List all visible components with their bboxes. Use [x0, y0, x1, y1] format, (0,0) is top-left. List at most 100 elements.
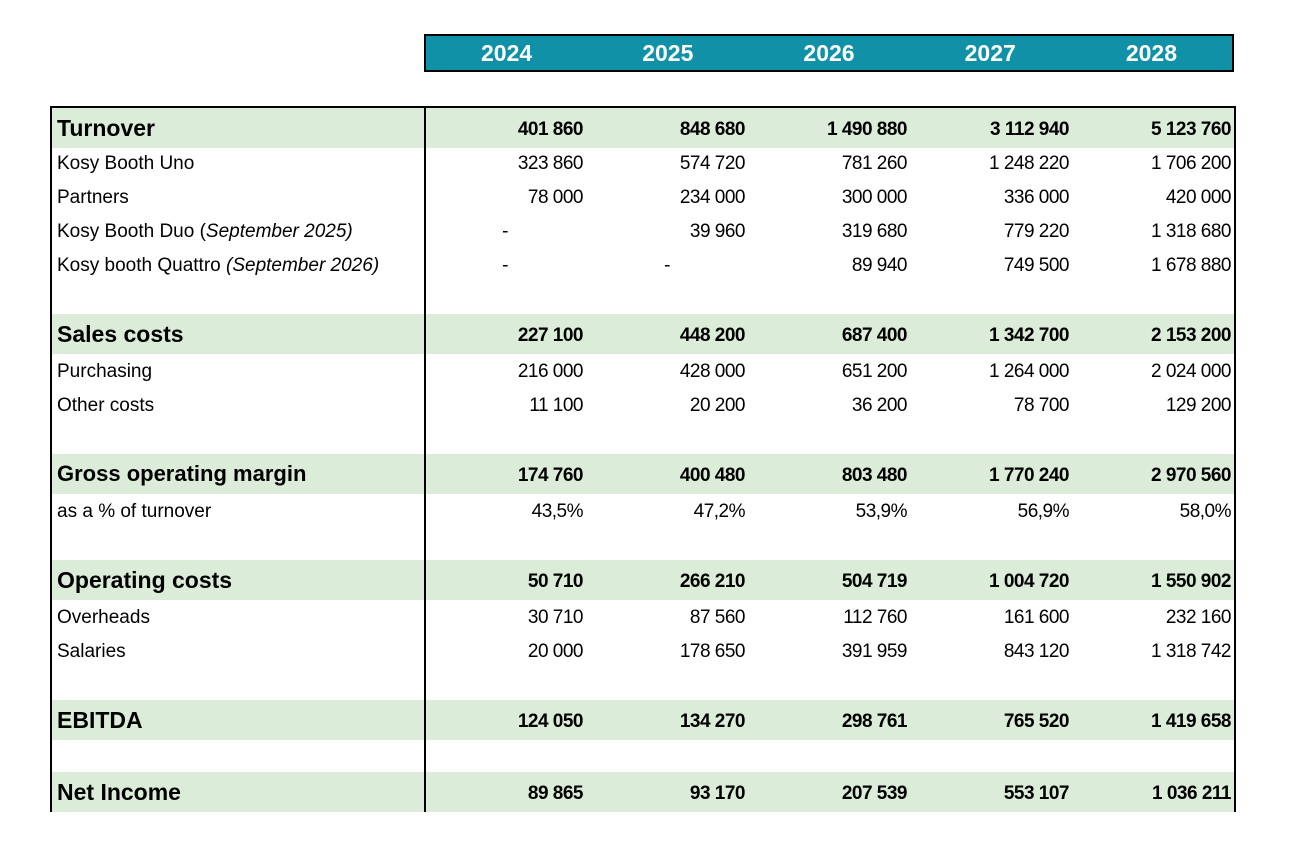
row-turnover: Turnover 401 860 848 680 1 490 880 3 112…	[52, 108, 1234, 148]
cell-2025: 448 200	[679, 325, 746, 346]
cell-2026: 89 940	[851, 255, 908, 276]
cell-2024: -	[502, 255, 508, 276]
row-label: EBITDA	[57, 706, 143, 733]
cell-2026: 687 400	[841, 325, 908, 346]
row-label: Sales costs	[57, 320, 184, 347]
row-purchasing: Purchasing 216 000 428 000 651 200 1 264…	[52, 355, 1234, 389]
year-header: 2024 2025 2026 2027 2028	[424, 34, 1234, 72]
cell-2025: 47,2%	[693, 501, 746, 522]
label-column-divider	[424, 106, 426, 812]
cell-2026: 781 260	[841, 153, 908, 174]
cell-2024: 20 000	[527, 641, 584, 662]
row-label: Net Income	[57, 778, 181, 805]
cell-2026: 651 200	[841, 361, 908, 382]
cell-2028: 2 153 200	[1150, 325, 1232, 346]
cell-2028: 2 024 000	[1150, 361, 1232, 382]
cell-2028: 232 160	[1165, 607, 1232, 628]
cell-2027: 78 700	[1013, 395, 1070, 416]
cell-2028: 1 036 211	[1152, 783, 1231, 804]
cell-2027: 161 600	[1003, 607, 1070, 628]
year-2025: 2025	[642, 39, 694, 66]
row-overheads: Overheads 30 710 87 560 112 760 161 600 …	[52, 601, 1234, 635]
cell-2028: 1 678 880	[1150, 255, 1232, 276]
cell-2024: 11 100	[529, 395, 583, 416]
cell-2025: 234 000	[679, 187, 746, 208]
cell-2025: 574 720	[679, 153, 746, 174]
row-percent-of-turnover: as a % of turnover 43,5% 47,2% 53,9% 56,…	[52, 495, 1234, 529]
cell-2025: 178 650	[679, 641, 746, 662]
row-label: Kosy Booth Duo (September 2025)	[57, 221, 353, 242]
cell-2024: 216 000	[517, 361, 584, 382]
row-salaries: Salaries 20 000 178 650 391 959 843 120 …	[52, 635, 1234, 669]
year-2027: 2027	[964, 39, 1016, 66]
cell-2027: 1 770 240	[988, 465, 1070, 486]
cell-2026: 391 959	[841, 641, 908, 662]
cell-2027: 1 248 220	[988, 153, 1070, 174]
row-label: Partners	[57, 187, 129, 208]
cell-2026: 803 480	[841, 465, 908, 486]
cell-2028: 5 123 760	[1150, 119, 1232, 140]
row-kosy-booth-duo: Kosy Booth Duo (September 2025) - 39 960…	[52, 215, 1234, 249]
cell-2027: 56,9%	[1017, 501, 1070, 522]
cell-2028: 129 200	[1165, 395, 1232, 416]
cell-2025: 93 170	[689, 783, 746, 804]
cell-2024: 401 860	[517, 119, 584, 140]
cell-2027: 1 342 700	[988, 325, 1070, 346]
cell-2024: 323 860	[517, 153, 584, 174]
cell-2024: 124 050	[517, 711, 584, 732]
cell-2025: 428 000	[679, 361, 746, 382]
cell-2024: 78 000	[527, 187, 584, 208]
row-label: Gross operating margin	[57, 461, 307, 486]
cell-2027: 336 000	[1003, 187, 1070, 208]
row-label: Turnover	[57, 114, 155, 141]
cell-2025: 39 960	[689, 221, 746, 242]
cell-2026: 298 761	[841, 711, 908, 732]
cell-2027: 749 500	[1003, 255, 1070, 276]
row-operating-costs: Operating costs 50 710 266 210 504 719 1…	[52, 560, 1234, 600]
row-label: Other costs	[57, 395, 155, 416]
row-kosy-booth-uno: Kosy Booth Uno 323 860 574 720 781 260 1…	[52, 147, 1234, 181]
cell-2024: -	[502, 221, 508, 242]
cell-2026: 53,9%	[855, 501, 908, 522]
cell-2028: 1 550 902	[1150, 571, 1232, 592]
row-label: Kosy booth Quattro (September 2026)	[57, 255, 380, 276]
year-2028: 2028	[1125, 39, 1177, 66]
row-label: Purchasing	[57, 361, 153, 382]
cell-2025: 400 480	[679, 465, 746, 486]
cell-2028: 58,0%	[1179, 501, 1232, 522]
cell-2026: 1 490 880	[826, 119, 908, 140]
row-partners: Partners 78 000 234 000 300 000 336 000 …	[52, 181, 1234, 215]
row-label: Kosy Booth Uno	[57, 153, 195, 174]
cell-2024: 43,5%	[531, 501, 584, 522]
cell-2026: 319 680	[841, 221, 908, 242]
row-other-costs: Other costs 11 100 20 200 36 200 78 700 …	[52, 389, 1234, 423]
row-gross-operating-margin: Gross operating margin 174 760 400 480 8…	[52, 454, 1234, 494]
cell-2026: 504 719	[841, 571, 908, 592]
cell-2026: 112 760	[843, 607, 907, 628]
cell-2027: 765 520	[1003, 711, 1070, 732]
row-kosy-booth-quattro: Kosy booth Quattro (September 2026) - - …	[52, 249, 1234, 283]
cell-2025: 848 680	[679, 119, 746, 140]
cell-2026: 300 000	[841, 187, 908, 208]
cell-2028: 1 318 680	[1150, 221, 1232, 242]
cell-2028: 1 318 742	[1150, 641, 1232, 662]
row-net-income: Net Income 89 865 93 170 207 539 553 107…	[52, 772, 1234, 812]
cell-2027: 779 220	[1003, 221, 1070, 242]
cell-2028: 420 000	[1165, 187, 1232, 208]
cell-2025: -	[664, 255, 670, 276]
cell-2027: 3 112 940	[990, 119, 1069, 140]
cell-2027: 1 264 000	[988, 361, 1070, 382]
cell-2028: 1 419 658	[1150, 711, 1232, 732]
cell-2028: 1 706 200	[1150, 153, 1232, 174]
cell-2025: 266 210	[679, 571, 746, 592]
row-label: as a % of turnover	[57, 501, 212, 522]
cell-2024: 89 865	[527, 783, 584, 804]
cell-2024: 50 710	[527, 571, 584, 592]
row-label: Operating costs	[57, 566, 233, 593]
cell-2025: 20 200	[689, 395, 746, 416]
row-ebitda: EBITDA 124 050 134 270 298 761 765 520 1…	[52, 700, 1234, 740]
cell-2024: 227 100	[517, 325, 584, 346]
row-label: Salaries	[57, 641, 126, 662]
year-2024: 2024	[481, 39, 533, 66]
cell-2025: 134 270	[679, 711, 746, 732]
